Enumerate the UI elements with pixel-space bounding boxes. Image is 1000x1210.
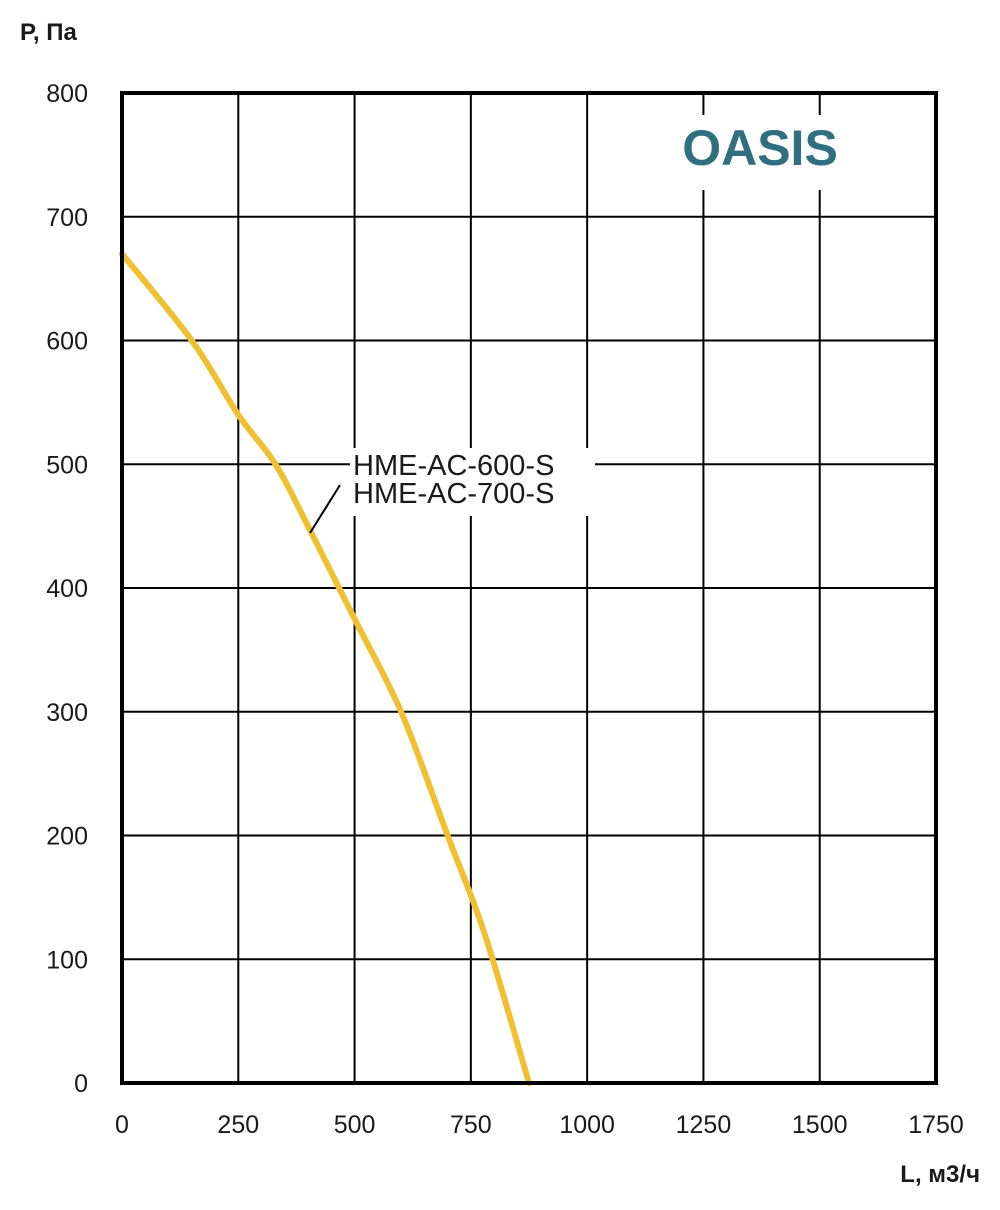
y-tick-label: 300 — [46, 699, 88, 727]
series-layer — [119, 250, 532, 1086]
y-tick-label: 500 — [46, 451, 88, 479]
x-tick-label: 0 — [115, 1111, 129, 1139]
series-label-line-1: HME-AC-600-S — [353, 450, 554, 482]
y-tick-label: 200 — [46, 823, 88, 851]
y-tick-label: 100 — [46, 946, 88, 974]
x-tick-label: 250 — [217, 1111, 259, 1139]
y-tick-label: 800 — [46, 80, 88, 108]
x-tick-label: 1500 — [792, 1111, 848, 1139]
series-label-leader — [309, 484, 341, 534]
series-label-backdrop — [350, 448, 595, 516]
x-axis-title: L, м3/ч — [900, 1161, 980, 1188]
grid — [121, 92, 937, 1084]
y-tick-label: 600 — [46, 328, 88, 356]
x-tick-label: 1000 — [559, 1111, 615, 1139]
series-label-line-2: HME-AC-700-S — [353, 478, 554, 510]
plot-frame — [120, 91, 938, 1085]
series-line — [119, 250, 532, 1086]
y-tick-label: 0 — [74, 1070, 88, 1098]
y-axis-title: P, Па — [20, 19, 78, 46]
brand-logo: OASIS — [682, 120, 838, 176]
x-tick-label: 750 — [450, 1111, 492, 1139]
x-tick-label: 1750 — [908, 1111, 964, 1139]
y-tick-label: 400 — [46, 575, 88, 603]
x-tick-label: 500 — [334, 1111, 376, 1139]
y-tick-labels: 0 100 200 300 400 500 600 700 800 — [46, 80, 88, 1098]
brand-backdrop — [660, 115, 860, 190]
y-tick-label: 700 — [46, 204, 88, 232]
x-tick-label: 1250 — [676, 1111, 732, 1139]
x-tick-labels: 0 250 500 750 1000 1250 1500 1750 — [115, 1111, 964, 1139]
